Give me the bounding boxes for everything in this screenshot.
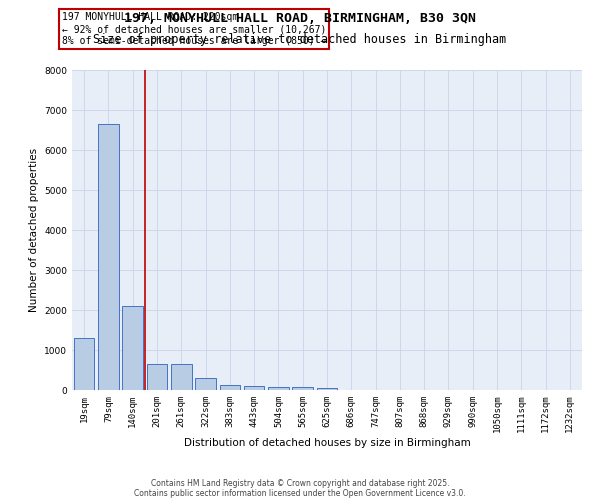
Y-axis label: Number of detached properties: Number of detached properties — [29, 148, 38, 312]
Bar — [317, 388, 337, 390]
Bar — [74, 338, 94, 390]
Bar — [98, 124, 119, 390]
Text: Contains HM Land Registry data © Crown copyright and database right 2025.: Contains HM Land Registry data © Crown c… — [151, 478, 449, 488]
Text: Contains public sector information licensed under the Open Government Licence v3: Contains public sector information licen… — [134, 488, 466, 498]
Bar — [195, 378, 216, 390]
Text: Size of property relative to detached houses in Birmingham: Size of property relative to detached ho… — [94, 32, 506, 46]
Bar — [292, 387, 313, 390]
Text: 197, MONYHULL HALL ROAD, BIRMINGHAM, B30 3QN: 197, MONYHULL HALL ROAD, BIRMINGHAM, B30… — [124, 12, 476, 26]
X-axis label: Distribution of detached houses by size in Birmingham: Distribution of detached houses by size … — [184, 438, 470, 448]
Bar — [244, 386, 265, 390]
Text: 197 MONYHULL HALL ROAD: 220sqm
← 92% of detached houses are smaller (10,267)
8% : 197 MONYHULL HALL ROAD: 220sqm ← 92% of … — [62, 12, 326, 46]
Bar — [268, 387, 289, 390]
Bar — [171, 364, 191, 390]
Bar — [122, 306, 143, 390]
Bar — [146, 364, 167, 390]
Bar — [220, 385, 240, 390]
